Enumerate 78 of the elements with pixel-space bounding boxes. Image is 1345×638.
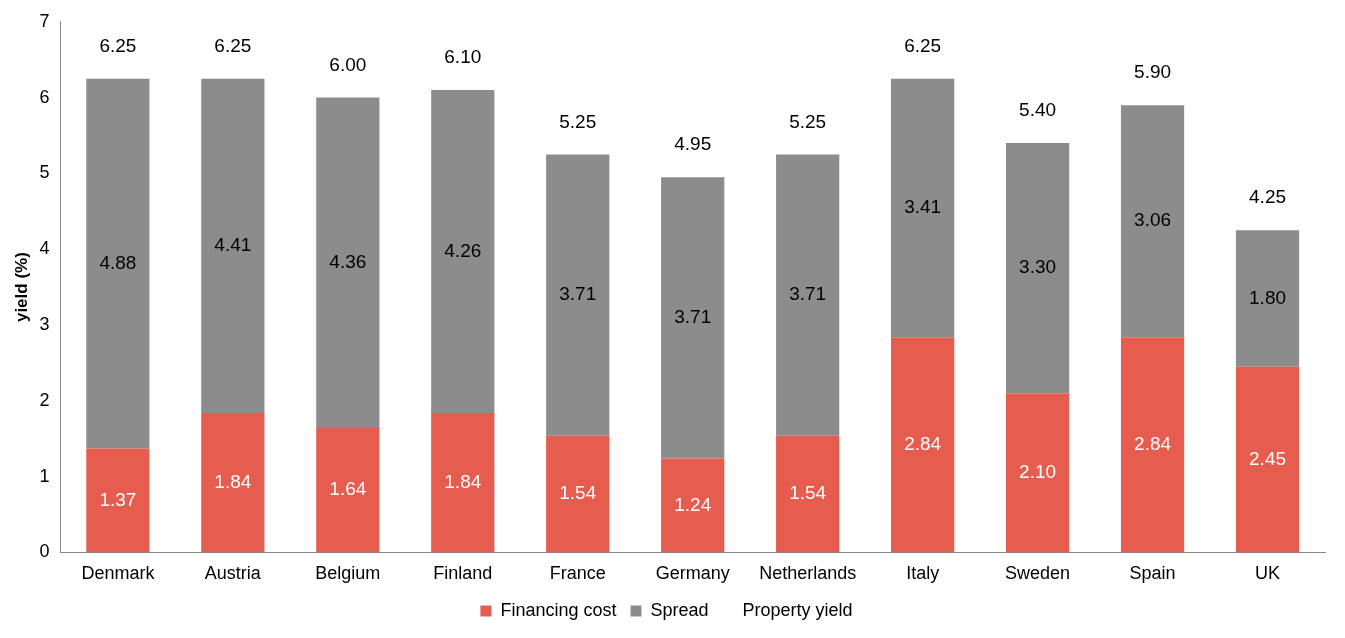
bar [1235, 230, 1300, 367]
y-tick-label: 2 [39, 389, 50, 410]
data-label: 2.84 [904, 433, 942, 454]
total-label: 4.95 [674, 133, 712, 155]
bar [546, 154, 610, 436]
x-tick-label: Sweden [1005, 563, 1071, 584]
y-tick-label: 3 [39, 313, 50, 334]
data-label: 2.84 [1134, 433, 1172, 454]
bar [1005, 393, 1070, 553]
bar [1120, 337, 1185, 553]
bar [661, 458, 725, 553]
bar [891, 337, 955, 553]
bar [86, 448, 150, 553]
x-tick-label: Finland [433, 563, 493, 584]
total-label: 5.40 [1019, 99, 1057, 121]
x-tick-label: Germany [655, 563, 730, 584]
bar [891, 78, 955, 338]
legend-label: Financing cost [500, 599, 617, 620]
data-label: 1.64 [329, 478, 367, 500]
data-label: 1.37 [99, 488, 137, 510]
text: Property yield [742, 599, 853, 620]
bar [201, 412, 265, 553]
total-label: 4.25 [1249, 186, 1287, 208]
total-label: 6.10 [444, 46, 482, 68]
y-tick-label: 1 [39, 465, 50, 486]
y-tick-label: 7 [39, 10, 50, 31]
data-label: 1.24 [674, 493, 712, 515]
x-tick-label: Austria [204, 563, 262, 584]
data-label: 3.71 [674, 306, 712, 328]
data-label: 1.84 [214, 470, 252, 492]
bar [316, 97, 380, 429]
y-tick-label: 0 [39, 541, 50, 562]
total-label: 6.25 [904, 34, 942, 56]
data-label: 1.80 [1249, 286, 1287, 308]
x-tick-label: Belgium [315, 563, 381, 584]
data-label: 1.54 [789, 482, 827, 504]
total-label: 5.25 [559, 110, 597, 132]
bar [431, 90, 495, 413]
y-tick-label: 4 [39, 238, 50, 259]
data-label: 3.06 [1134, 209, 1172, 231]
bar [316, 428, 380, 553]
x-tick-label: Spain [1129, 563, 1176, 584]
total-label: 6.25 [99, 34, 137, 56]
data-label: 2.10 [1019, 461, 1057, 483]
bar [776, 154, 840, 436]
data-label: 4.88 [99, 251, 137, 273]
x-tick-label: Italy [906, 563, 940, 584]
bar [661, 177, 725, 459]
x-tick-label: France [549, 563, 606, 584]
x-tick-label: Denmark [81, 563, 156, 584]
x-tick-label: UK [1255, 563, 1281, 584]
bar [86, 78, 150, 449]
data-label: 4.41 [214, 234, 252, 256]
bar [1120, 105, 1185, 338]
total-label: 5.90 [1134, 61, 1172, 83]
y-tick-label: 6 [39, 86, 50, 107]
total-label: 6.25 [214, 34, 252, 56]
bar [431, 412, 495, 553]
data-label: 3.30 [1019, 256, 1057, 278]
data-label: 1.84 [444, 470, 482, 492]
bar [546, 435, 610, 553]
total-label: 6.00 [329, 53, 367, 75]
bar [1235, 366, 1300, 553]
bar [776, 435, 840, 553]
bar [201, 78, 265, 413]
data-label: 4.36 [329, 251, 367, 273]
data-label: 3.41 [904, 196, 942, 218]
bar [1005, 143, 1070, 394]
y-tick-label: 5 [39, 162, 50, 183]
legend-label: Spread [650, 599, 709, 620]
data-label: 1.54 [559, 482, 597, 504]
data-label: 4.26 [444, 239, 482, 261]
x-tick-label: Netherlands [759, 563, 857, 584]
data-label: 3.71 [789, 283, 827, 305]
data-label: 3.71 [559, 283, 597, 305]
total-label: 5.25 [789, 110, 827, 132]
y-axis-title: yield (%) [11, 252, 31, 323]
data-label: 2.45 [1249, 447, 1287, 469]
